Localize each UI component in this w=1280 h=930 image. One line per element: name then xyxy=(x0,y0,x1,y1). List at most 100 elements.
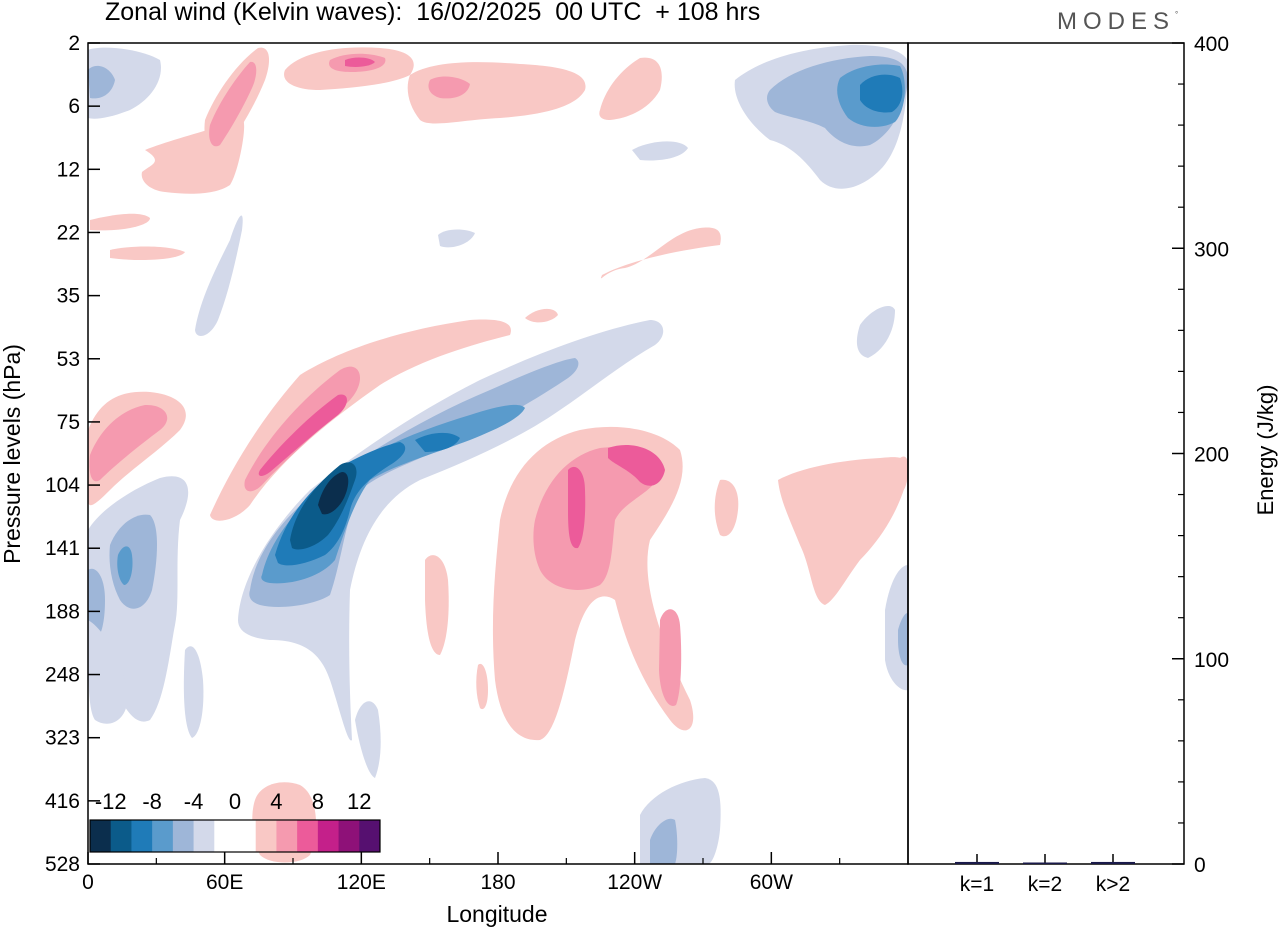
right-axes: 0 100 200 300 400 k=1 k=2 k>2 xyxy=(960,33,1229,896)
pos-lower-lobe xyxy=(659,609,682,706)
pos-east-patch xyxy=(778,457,908,605)
neg-strat-mid xyxy=(632,141,688,161)
colorbar-swatch xyxy=(110,820,132,852)
colorbar-swatch xyxy=(338,820,360,852)
pos-strat-1-max xyxy=(345,57,375,67)
pos-strat-5 xyxy=(599,57,662,120)
energy-category-label: k=2 xyxy=(1028,873,1062,896)
colorbar-label: 12 xyxy=(347,789,371,814)
colorbar-swatch xyxy=(172,820,195,852)
colorbar-swatch xyxy=(235,820,257,852)
energy-category-label: k>2 xyxy=(1096,873,1130,896)
pos-east-patch-2 xyxy=(714,479,739,537)
y-tick-label: 53 xyxy=(57,348,80,371)
colorbar-frame xyxy=(89,819,381,853)
colorbar-swatch xyxy=(255,820,277,852)
neg-lower-mid xyxy=(355,701,381,778)
y-axis-label: Pressure levels (hPa) xyxy=(0,344,25,564)
x-tick-label: 180 xyxy=(480,871,515,894)
neg-main-band-5 xyxy=(415,432,460,452)
energy-tick-label: 0 xyxy=(1194,854,1206,877)
neg-tilted-upper xyxy=(195,215,243,336)
y-tick-label: 35 xyxy=(57,285,80,308)
energy-bar xyxy=(1091,861,1135,864)
energy-tick-label: 100 xyxy=(1194,649,1229,672)
y-tick-label: 323 xyxy=(45,727,80,750)
pos-central-plume-max xyxy=(608,444,665,486)
pos-lower-mid-patch-2 xyxy=(476,663,488,710)
negative-anomalies xyxy=(88,44,908,864)
energy-bar xyxy=(1023,862,1067,864)
colorbar-swatch xyxy=(90,820,112,852)
energy-axis-label: Energy (J/kg) xyxy=(1253,385,1278,516)
pos-central-plume-core xyxy=(533,447,660,590)
colorbar-swatch xyxy=(131,820,153,852)
neg-east-patch xyxy=(856,305,895,358)
y-tick-label: 416 xyxy=(45,790,80,813)
positive-anomalies xyxy=(88,47,908,863)
neg-lower-left-2 xyxy=(183,646,204,738)
energy-panel-frame xyxy=(907,42,1185,865)
x-tick-label: 120E xyxy=(337,871,386,894)
y-tick-label: 141 xyxy=(45,537,80,560)
pos-strat-4-core xyxy=(209,61,257,147)
pos-strat-2-core xyxy=(428,76,470,99)
contour-field xyxy=(88,44,908,864)
neg-east-column-core xyxy=(898,613,908,666)
colorbar-swatch xyxy=(214,820,236,852)
x-tick-label: 0 xyxy=(82,871,94,894)
pos-west-lobe-core xyxy=(89,404,168,482)
neg-strat-mid-2 xyxy=(438,229,475,248)
y-tick-label: 104 xyxy=(45,474,80,497)
energy-tick-label: 200 xyxy=(1194,444,1229,467)
brand-logo: MODES° xyxy=(1057,8,1178,36)
colorbar-swatch xyxy=(152,820,174,852)
energy-category-label: k=1 xyxy=(960,873,994,896)
y-tick-label: 6 xyxy=(68,95,80,118)
pos-strat-9 xyxy=(525,308,558,323)
colorbar-swatch xyxy=(297,820,319,852)
x-axis-label: Longitude xyxy=(446,901,547,927)
colorbar-swatch xyxy=(193,820,215,852)
pos-strat-7 xyxy=(90,213,150,231)
neg-lower-center-core xyxy=(650,818,678,864)
x-tick-label: 120W xyxy=(607,871,662,894)
y-tick-label: 2 xyxy=(68,32,80,55)
y-tick-label: 75 xyxy=(57,411,80,434)
brand-text: MODES xyxy=(1057,8,1176,35)
neg-west-plume-core xyxy=(109,514,157,609)
y-tick-label: 22 xyxy=(57,221,80,244)
neg-west-edge xyxy=(88,568,105,641)
chart-title: Zonal wind (Kelvin waves): 16/02/2025 00… xyxy=(105,0,761,26)
x-tick-label: 60W xyxy=(750,871,793,894)
colorbar: -12 -8 -4 0 4 8 12 xyxy=(89,789,381,853)
energy-tick-label: 400 xyxy=(1194,33,1229,56)
neg-main-band xyxy=(238,320,664,741)
neg-west-plume-max xyxy=(117,546,133,585)
brand-mark: ° xyxy=(1175,10,1179,19)
energy-bars xyxy=(955,861,1135,864)
colorbar-label: -8 xyxy=(142,789,162,814)
neg-strat-west xyxy=(88,47,161,119)
colorbar-label: 4 xyxy=(270,789,282,814)
pos-band-upper xyxy=(210,319,511,521)
colorbar-swatch xyxy=(317,820,340,852)
pos-lower-mid-patch xyxy=(425,555,449,655)
y-tick-label: 528 xyxy=(45,853,80,876)
neg-lower-left xyxy=(88,620,129,724)
pos-strat-8 xyxy=(110,246,185,260)
pos-east-edge xyxy=(898,456,908,492)
energy-bar xyxy=(955,861,999,864)
x-tick-label: 60E xyxy=(206,871,243,894)
y-tick-label: 12 xyxy=(57,158,80,181)
colorbar-swatch xyxy=(276,820,298,852)
neg-strat-west-core xyxy=(88,65,115,99)
colorbar-label: 8 xyxy=(312,789,324,814)
colorbar-label: -12 xyxy=(95,789,127,814)
pos-central-plume-max-2 xyxy=(568,466,586,549)
neg-main-band-max xyxy=(318,472,349,515)
pos-strat-6 xyxy=(600,227,721,279)
neg-strat-east-core xyxy=(860,74,903,113)
y-tick-label: 188 xyxy=(45,600,80,623)
